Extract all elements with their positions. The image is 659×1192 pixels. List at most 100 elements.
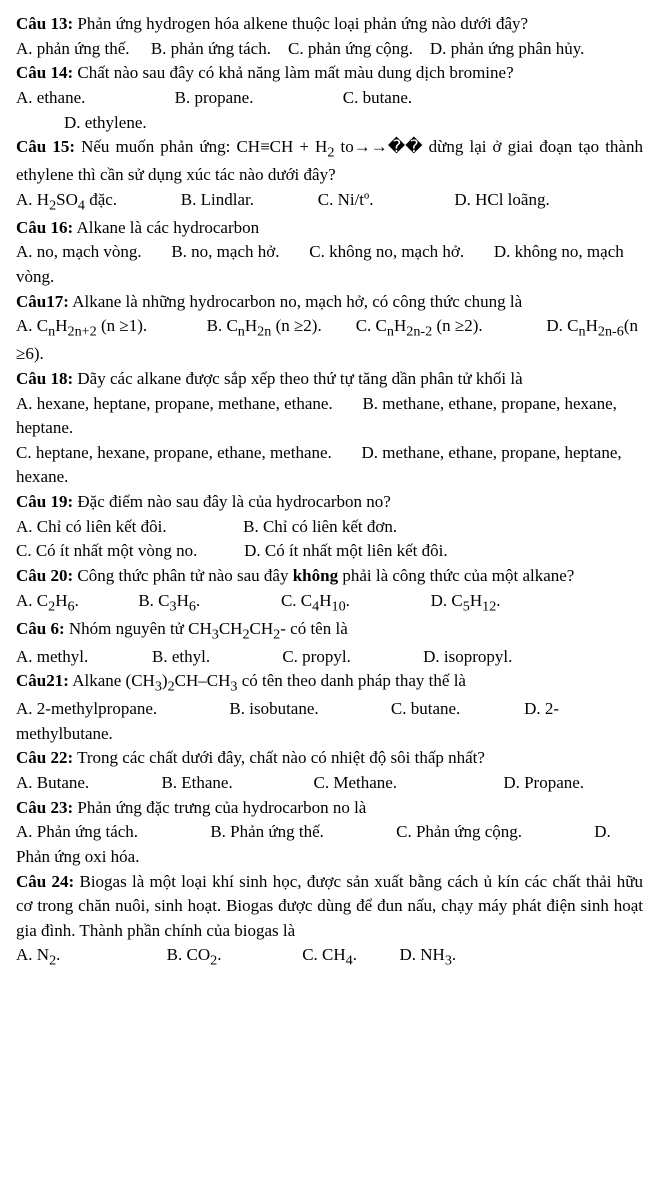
q13: Câu 13: Phản ứng hydrogen hóa alkene thu…: [16, 12, 643, 37]
q20-a: A. C2H6.: [16, 591, 79, 610]
q19: Câu 19: Đặc điểm nào sau đây là của hydr…: [16, 490, 643, 515]
q19-a: A. Chỉ có liên kết đôi.: [16, 517, 167, 536]
q24-text: Biogas là một loại khí sinh học, được sả…: [16, 872, 643, 940]
q20-b: B. C3H6.: [138, 591, 200, 610]
q24-title: Câu 24:: [16, 872, 74, 891]
q17-text: Alkane là những hydrocarbon no, mạch hở,…: [69, 292, 522, 311]
q6: Câu 6: Nhóm nguyên tử CH3CH2CH2- có tên …: [16, 617, 643, 645]
q23-title: Câu 23:: [16, 798, 73, 817]
q21-text: Alkane (CH3)2CH–CH3 có tên theo danh phá…: [69, 671, 466, 690]
q20: Câu 20: Công thức phân tử nào sau đây kh…: [16, 564, 643, 589]
q21-opts: A. 2-methylpropane. B. isobutane. C. but…: [16, 697, 643, 746]
q23-a: A. Phản ứng tách.: [16, 822, 138, 841]
q23-opts: A. Phản ứng tách. B. Phản ứng thế. C. Ph…: [16, 820, 643, 869]
q20-opts: A. C2H6. B. C3H6. C. C4H10. D. C5H12.: [16, 589, 643, 617]
q15: Câu 15: Nếu muốn phản ứng: CH≡CH + H2 to…: [16, 135, 643, 188]
q24-b: B. CO2.: [167, 945, 222, 964]
q21-title: Câu21:: [16, 671, 69, 690]
q20-bold: không: [293, 566, 338, 585]
q14-b: B. propane.: [175, 88, 254, 107]
q18-row1: A. hexane, heptane, propane, methane, et…: [16, 392, 643, 441]
q16-a: A. no, mạch vòng.: [16, 242, 142, 261]
q15-a: A. H2SO4 đặc.: [16, 190, 117, 209]
q18-title: Câu 18:: [16, 369, 73, 388]
q14-a: A. ethane.: [16, 88, 85, 107]
q24-c: C. CH4.: [302, 945, 357, 964]
q6-c: C. propyl.: [282, 647, 350, 666]
q20-text: Công thức phân tử nào sau đây: [73, 566, 293, 585]
q14-d: D. ethylene.: [64, 113, 147, 132]
q24-opts: A. N2. B. CO2. C. CH4. D. NH3.: [16, 943, 643, 971]
q22-opts: A. Butane. B. Ethane. C. Methane. D. Pro…: [16, 771, 643, 796]
q23: Câu 23: Phản ứng đặc trưng của hydrocarb…: [16, 796, 643, 821]
q13-a: A. phản ứng thế.: [16, 39, 130, 58]
q18-text: Dãy các alkane được sắp xếp theo thứ tự …: [73, 369, 522, 388]
q6-a: A. methyl.: [16, 647, 88, 666]
q19-d: D. Có ít nhất một liên kết đôi.: [244, 541, 448, 560]
q23-text: Phản ứng đặc trưng của hydrocarbon no là: [73, 798, 366, 817]
q6-text: Nhóm nguyên tử CH3CH2CH2- có tên là: [65, 619, 348, 638]
q21-c: C. butane.: [391, 699, 460, 718]
q22-c: C. Methane.: [313, 773, 397, 792]
q14-c: C. butane.: [343, 88, 412, 107]
q22-b: B. Ethane.: [161, 773, 232, 792]
q15-c: C. Ni/tº.: [318, 190, 374, 209]
q6-b: B. ethyl.: [152, 647, 210, 666]
q6-opts: A. methyl. B. ethyl. C. propyl. D. isopr…: [16, 645, 643, 670]
q21-b: B. isobutane.: [229, 699, 318, 718]
q17-title: Câu17:: [16, 292, 69, 311]
q19-row2: C. Có ít nhất một vòng no. D. Có ít nhất…: [16, 539, 643, 564]
q16: Câu 16: Alkane là các hydrocarbon: [16, 216, 643, 241]
q22-a: A. Butane.: [16, 773, 89, 792]
q14-title: Câu 14:: [16, 63, 73, 82]
q17-b: B. CnH2n (n ≥2).: [207, 316, 322, 335]
q14: Câu 14: Chất nào sau đây có khả năng làm…: [16, 61, 643, 86]
q20-text2: phải là công thức của một alkane?: [338, 566, 574, 585]
q15-title: Câu 15:: [16, 137, 75, 156]
q13-c: C. phản ứng cộng.: [288, 39, 413, 58]
q24-a: A. N2.: [16, 945, 60, 964]
q19-b: B. Chỉ có liên kết đơn.: [243, 517, 397, 536]
q22: Câu 22: Trong các chất dưới đây, chất nà…: [16, 746, 643, 771]
q14-opts-1: A. ethane. B. propane. C. butane.: [16, 86, 643, 111]
q18-row2: C. heptane, hexane, propane, ethane, met…: [16, 441, 643, 490]
q13-text: Phản ứng hydrogen hóa alkene thuộc loại …: [73, 14, 528, 33]
q13-opts: A. phản ứng thế. B. phản ứng tách. C. ph…: [16, 37, 643, 62]
q6-title: Câu 6:: [16, 619, 65, 638]
q20-title: Câu 20:: [16, 566, 73, 585]
q18-c: C. heptane, hexane, propane, ethane, met…: [16, 443, 332, 462]
q19-c: C. Có ít nhất một vòng no.: [16, 541, 197, 560]
q21: Câu21: Alkane (CH3)2CH–CH3 có tên theo d…: [16, 669, 643, 697]
q16-text: Alkane là các hydrocarbon: [73, 218, 259, 237]
q24: Câu 24: Biogas là một loại khí sinh học,…: [16, 870, 643, 944]
q17-a: A. CnH2n+2 (n ≥1).: [16, 316, 147, 335]
q20-d: D. C5H12.: [431, 591, 501, 610]
q18-a: A. hexane, heptane, propane, methane, et…: [16, 394, 333, 413]
q19-title: Câu 19:: [16, 492, 73, 511]
q15-d: D. HCl loãng.: [454, 190, 549, 209]
q22-title: Câu 22:: [16, 748, 73, 767]
q16-c: C. không no, mạch hở.: [309, 242, 464, 261]
q22-d: D. Propane.: [503, 773, 584, 792]
q24-d: D. NH3.: [399, 945, 456, 964]
q17-c: C. CnH2n-2 (n ≥2).: [356, 316, 483, 335]
q17-opts: A. CnH2n+2 (n ≥1). B. CnH2n (n ≥2). C. C…: [16, 314, 643, 367]
q20-c: C. C4H10.: [281, 591, 350, 610]
q15-opts: A. H2SO4 đặc. B. Lindlar. C. Ni/tº. D. H…: [16, 188, 643, 216]
q17: Câu17: Alkane là những hydrocarbon no, m…: [16, 290, 643, 315]
q13-d: D. phản ứng phân hủy.: [430, 39, 584, 58]
q15-b: B. Lindlar.: [181, 190, 254, 209]
q23-b: B. Phản ứng thế.: [210, 822, 324, 841]
q16-title: Câu 16:: [16, 218, 73, 237]
q13-title: Câu 13:: [16, 14, 73, 33]
q22-text: Trong các chất dưới đây, chất nào có nhi…: [73, 748, 485, 767]
q23-c: C. Phản ứng cộng.: [396, 822, 522, 841]
q14-opts-2: D. ethylene.: [16, 111, 643, 136]
q19-text: Đặc điểm nào sau đây là của hydrocarbon …: [73, 492, 391, 511]
q15-text1: Nếu muốn phản ứng: CH≡CH + H: [75, 137, 327, 156]
q19-row1: A. Chỉ có liên kết đôi. B. Chỉ có liên k…: [16, 515, 643, 540]
q6-d: D. isopropyl.: [423, 647, 512, 666]
q14-text: Chất nào sau đây có khả năng làm mất màu…: [73, 63, 513, 82]
q18: Câu 18: Dãy các alkane được sắp xếp theo…: [16, 367, 643, 392]
q13-b: B. phản ứng tách.: [151, 39, 271, 58]
